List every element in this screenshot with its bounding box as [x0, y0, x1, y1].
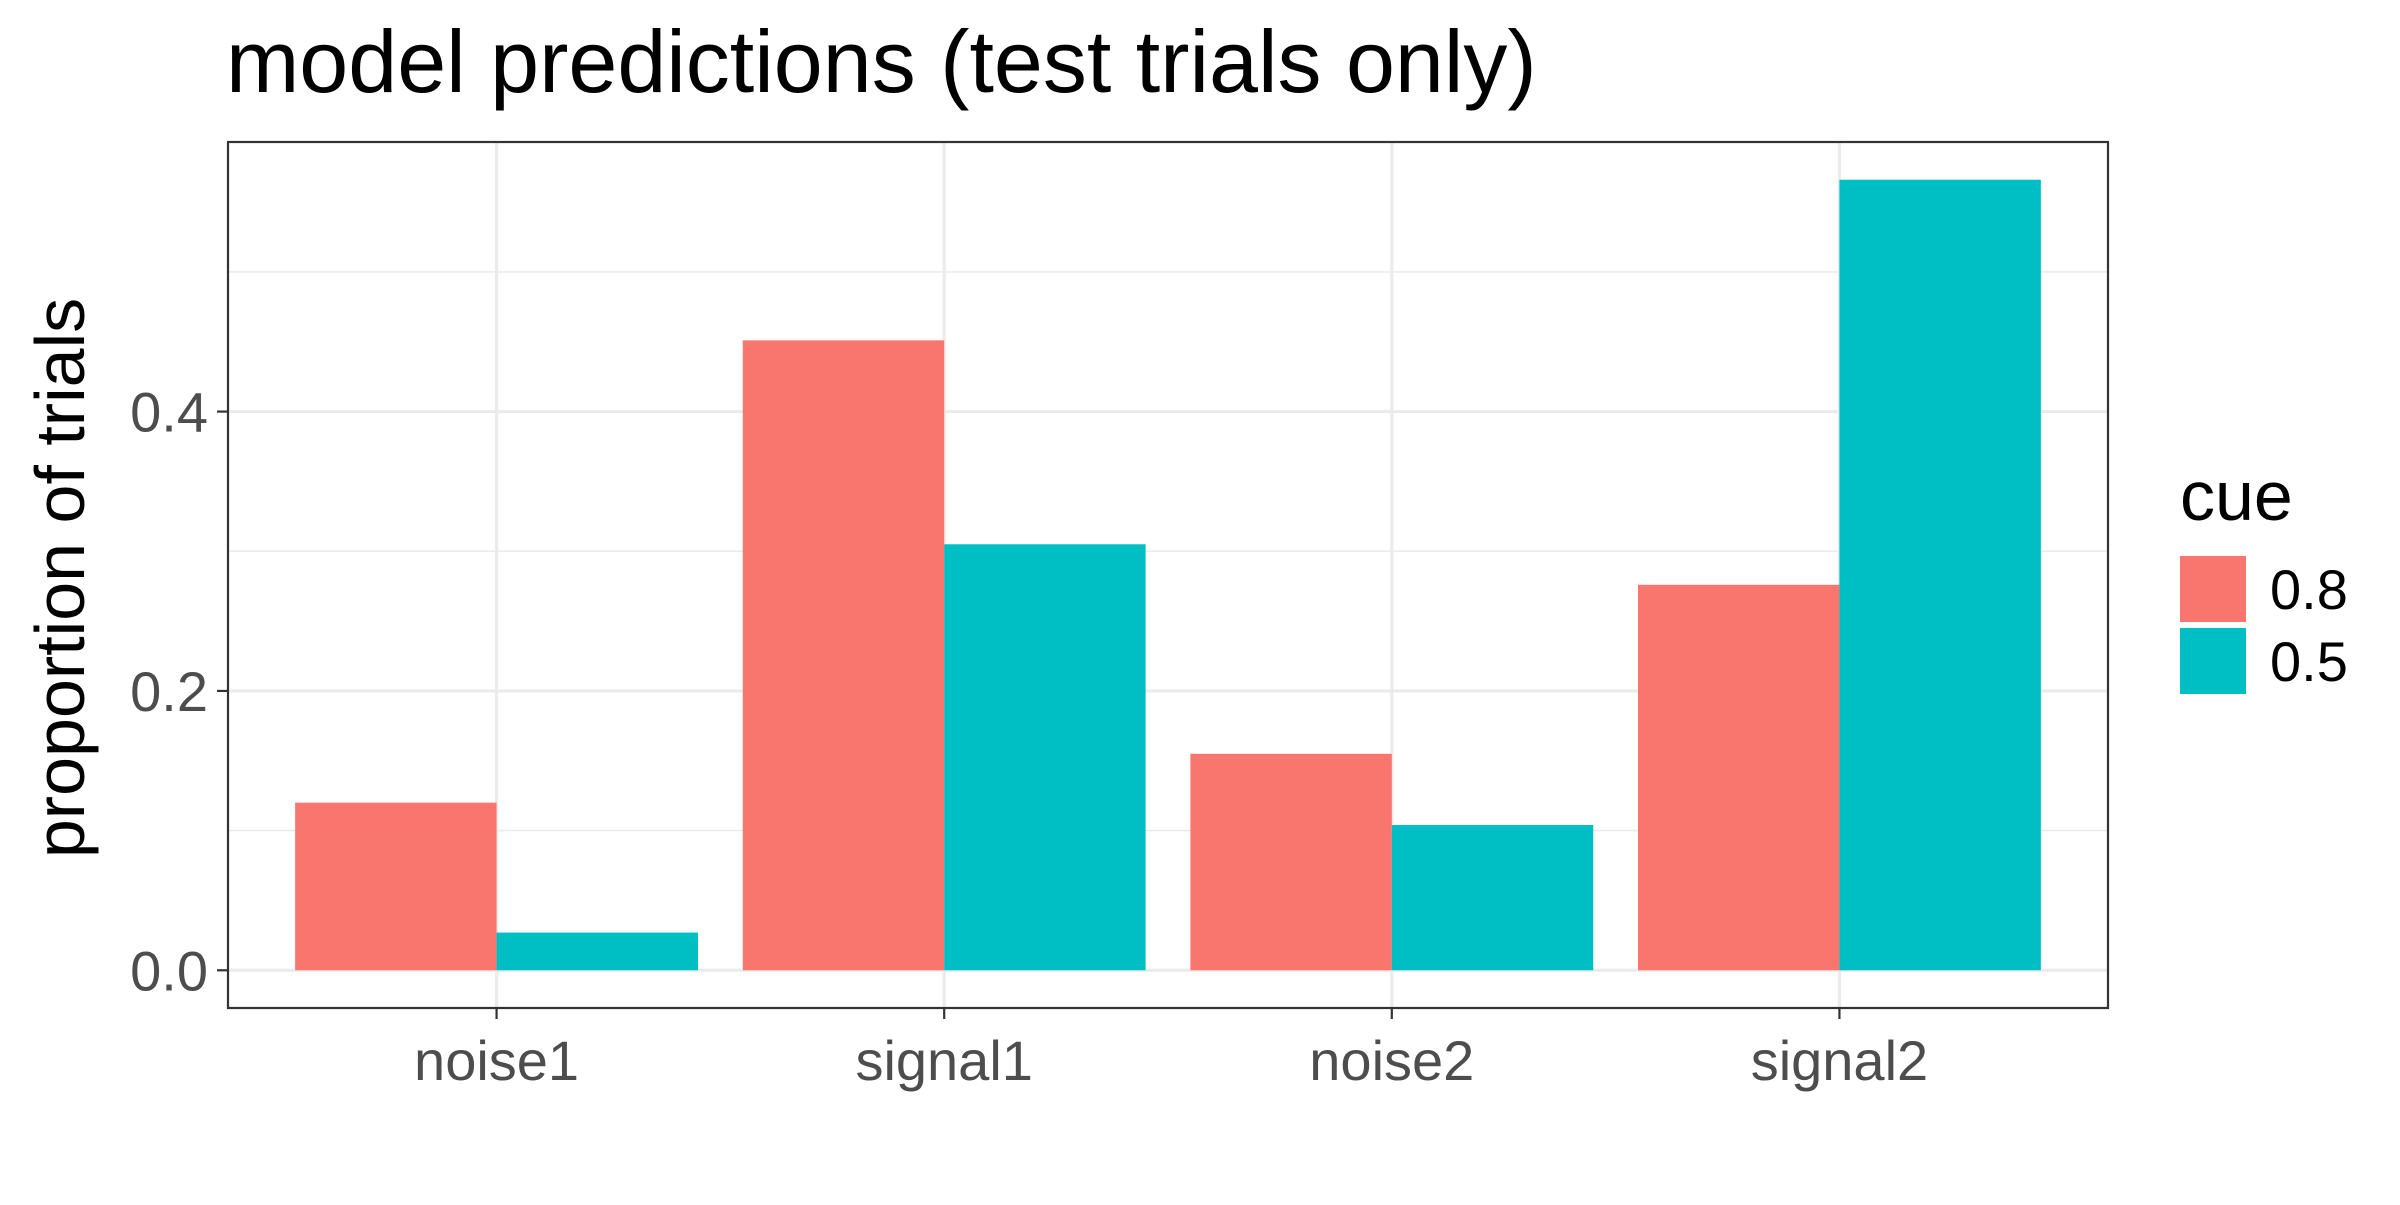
bar-noise2-cue-0.5 [1391, 825, 1594, 971]
y-axis-title: proportion of trials [21, 298, 99, 858]
y-tick-label: 0.4 [130, 381, 208, 444]
chart-title: model predictions (test trials only) [226, 12, 1537, 111]
y-tick-label: 0.2 [130, 660, 208, 723]
bar-signal1-cue-0.8 [742, 340, 945, 971]
bar-noise1-cue-0.8 [295, 802, 497, 971]
bar-signal2-cue-0.5 [1839, 179, 2041, 971]
legend: cue 0.8 0.5 [2180, 457, 2348, 694]
x-tick-label: signal1 [855, 1029, 1032, 1092]
x-tick-label: noise1 [414, 1029, 579, 1092]
bar-signal2-cue-0.8 [1638, 584, 1840, 971]
y-tick-label: 0.0 [130, 939, 208, 1002]
x-axis: noise1 signal1 noise2 signal2 [414, 1008, 1928, 1092]
bar-noise2-cue-0.8 [1190, 753, 1392, 971]
legend-key-0.5 [2180, 628, 2246, 694]
bar-noise1-cue-0.5 [496, 932, 698, 971]
legend-title: cue [2180, 457, 2293, 535]
x-tick-label: noise2 [1309, 1029, 1474, 1092]
y-axis: 0.0 0.2 0.4 [130, 381, 228, 1002]
legend-key-0.8 [2180, 556, 2246, 622]
bars [295, 179, 2041, 971]
x-tick-label: signal2 [1751, 1029, 1928, 1092]
plot-panel-border [226, 140, 2110, 1010]
legend-label: 0.5 [2270, 630, 2348, 693]
bar-signal1-cue-0.5 [944, 544, 1146, 971]
legend-label: 0.8 [2270, 558, 2348, 621]
